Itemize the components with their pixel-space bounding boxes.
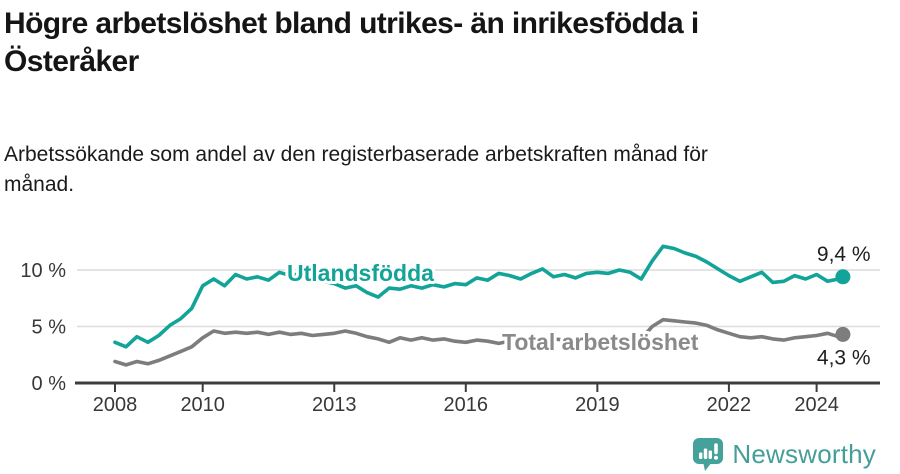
x-tick-label: 2013 — [312, 394, 357, 416]
x-axis — [75, 381, 880, 392]
series-end-value-utlandsfodda: 9,4 % — [817, 243, 871, 266]
series-label-total: Total arbetslöshet — [502, 329, 699, 355]
x-tick-label: 2022 — [707, 394, 752, 416]
line-chart: 2008 2010 2013 2016 2019 2022 2024 0 % 5 % 10 % Ut… — [0, 230, 900, 422]
series-end-dot-total — [835, 326, 851, 342]
series-line-total — [113, 317, 845, 367]
x-tick-label: 2008 — [93, 394, 138, 416]
chart-subtitle-line2: månad. — [4, 173, 75, 197]
page-title: Högre arbetslöshet bland utrikes- än inr… — [4, 5, 896, 80]
series-end-value-total: 4,3 % — [817, 346, 871, 369]
chart-subtitle-line1: Arbetssökande som andel av den registerb… — [4, 143, 708, 166]
chart-subtitle: Arbetssökande som andel av den registerb… — [4, 140, 864, 201]
y-tick-labels: 0 % 5 % 10 % — [20, 260, 66, 395]
x-tick-label: 2010 — [180, 394, 225, 416]
x-tick-labels: 2008 2010 2013 2016 2019 2022 2024 — [93, 394, 839, 416]
newsworthy-speech-bubble-chart-icon — [693, 438, 724, 471]
series-label-utlandsfodda: Utlandsfödda — [287, 260, 434, 286]
page-title-line2: Österåker — [4, 44, 139, 78]
chart-canvas: 2008 2010 2013 2016 2019 2022 2024 0 % 5 % 10 % Ut… — [20, 240, 880, 416]
gridlines — [77, 269, 880, 328]
y-tick-label: 10 % — [20, 260, 66, 282]
series-end-dot-utlandsfodda — [835, 269, 851, 285]
newsworthy-logo[interactable]: Newsworthy — [692, 437, 876, 472]
newsworthy-logo-text: Newsworthy — [732, 439, 876, 469]
page-title-line1: Högre arbetslöshet bland utrikes- än inr… — [4, 7, 699, 40]
x-tick-label: 2024 — [794, 394, 839, 416]
x-tick-label: 2016 — [444, 394, 489, 416]
series-line-utlandsfodda — [113, 244, 845, 349]
y-tick-label: 5 % — [32, 317, 67, 339]
x-tick-label: 2019 — [575, 394, 620, 416]
y-tick-label: 0 % — [32, 373, 67, 395]
